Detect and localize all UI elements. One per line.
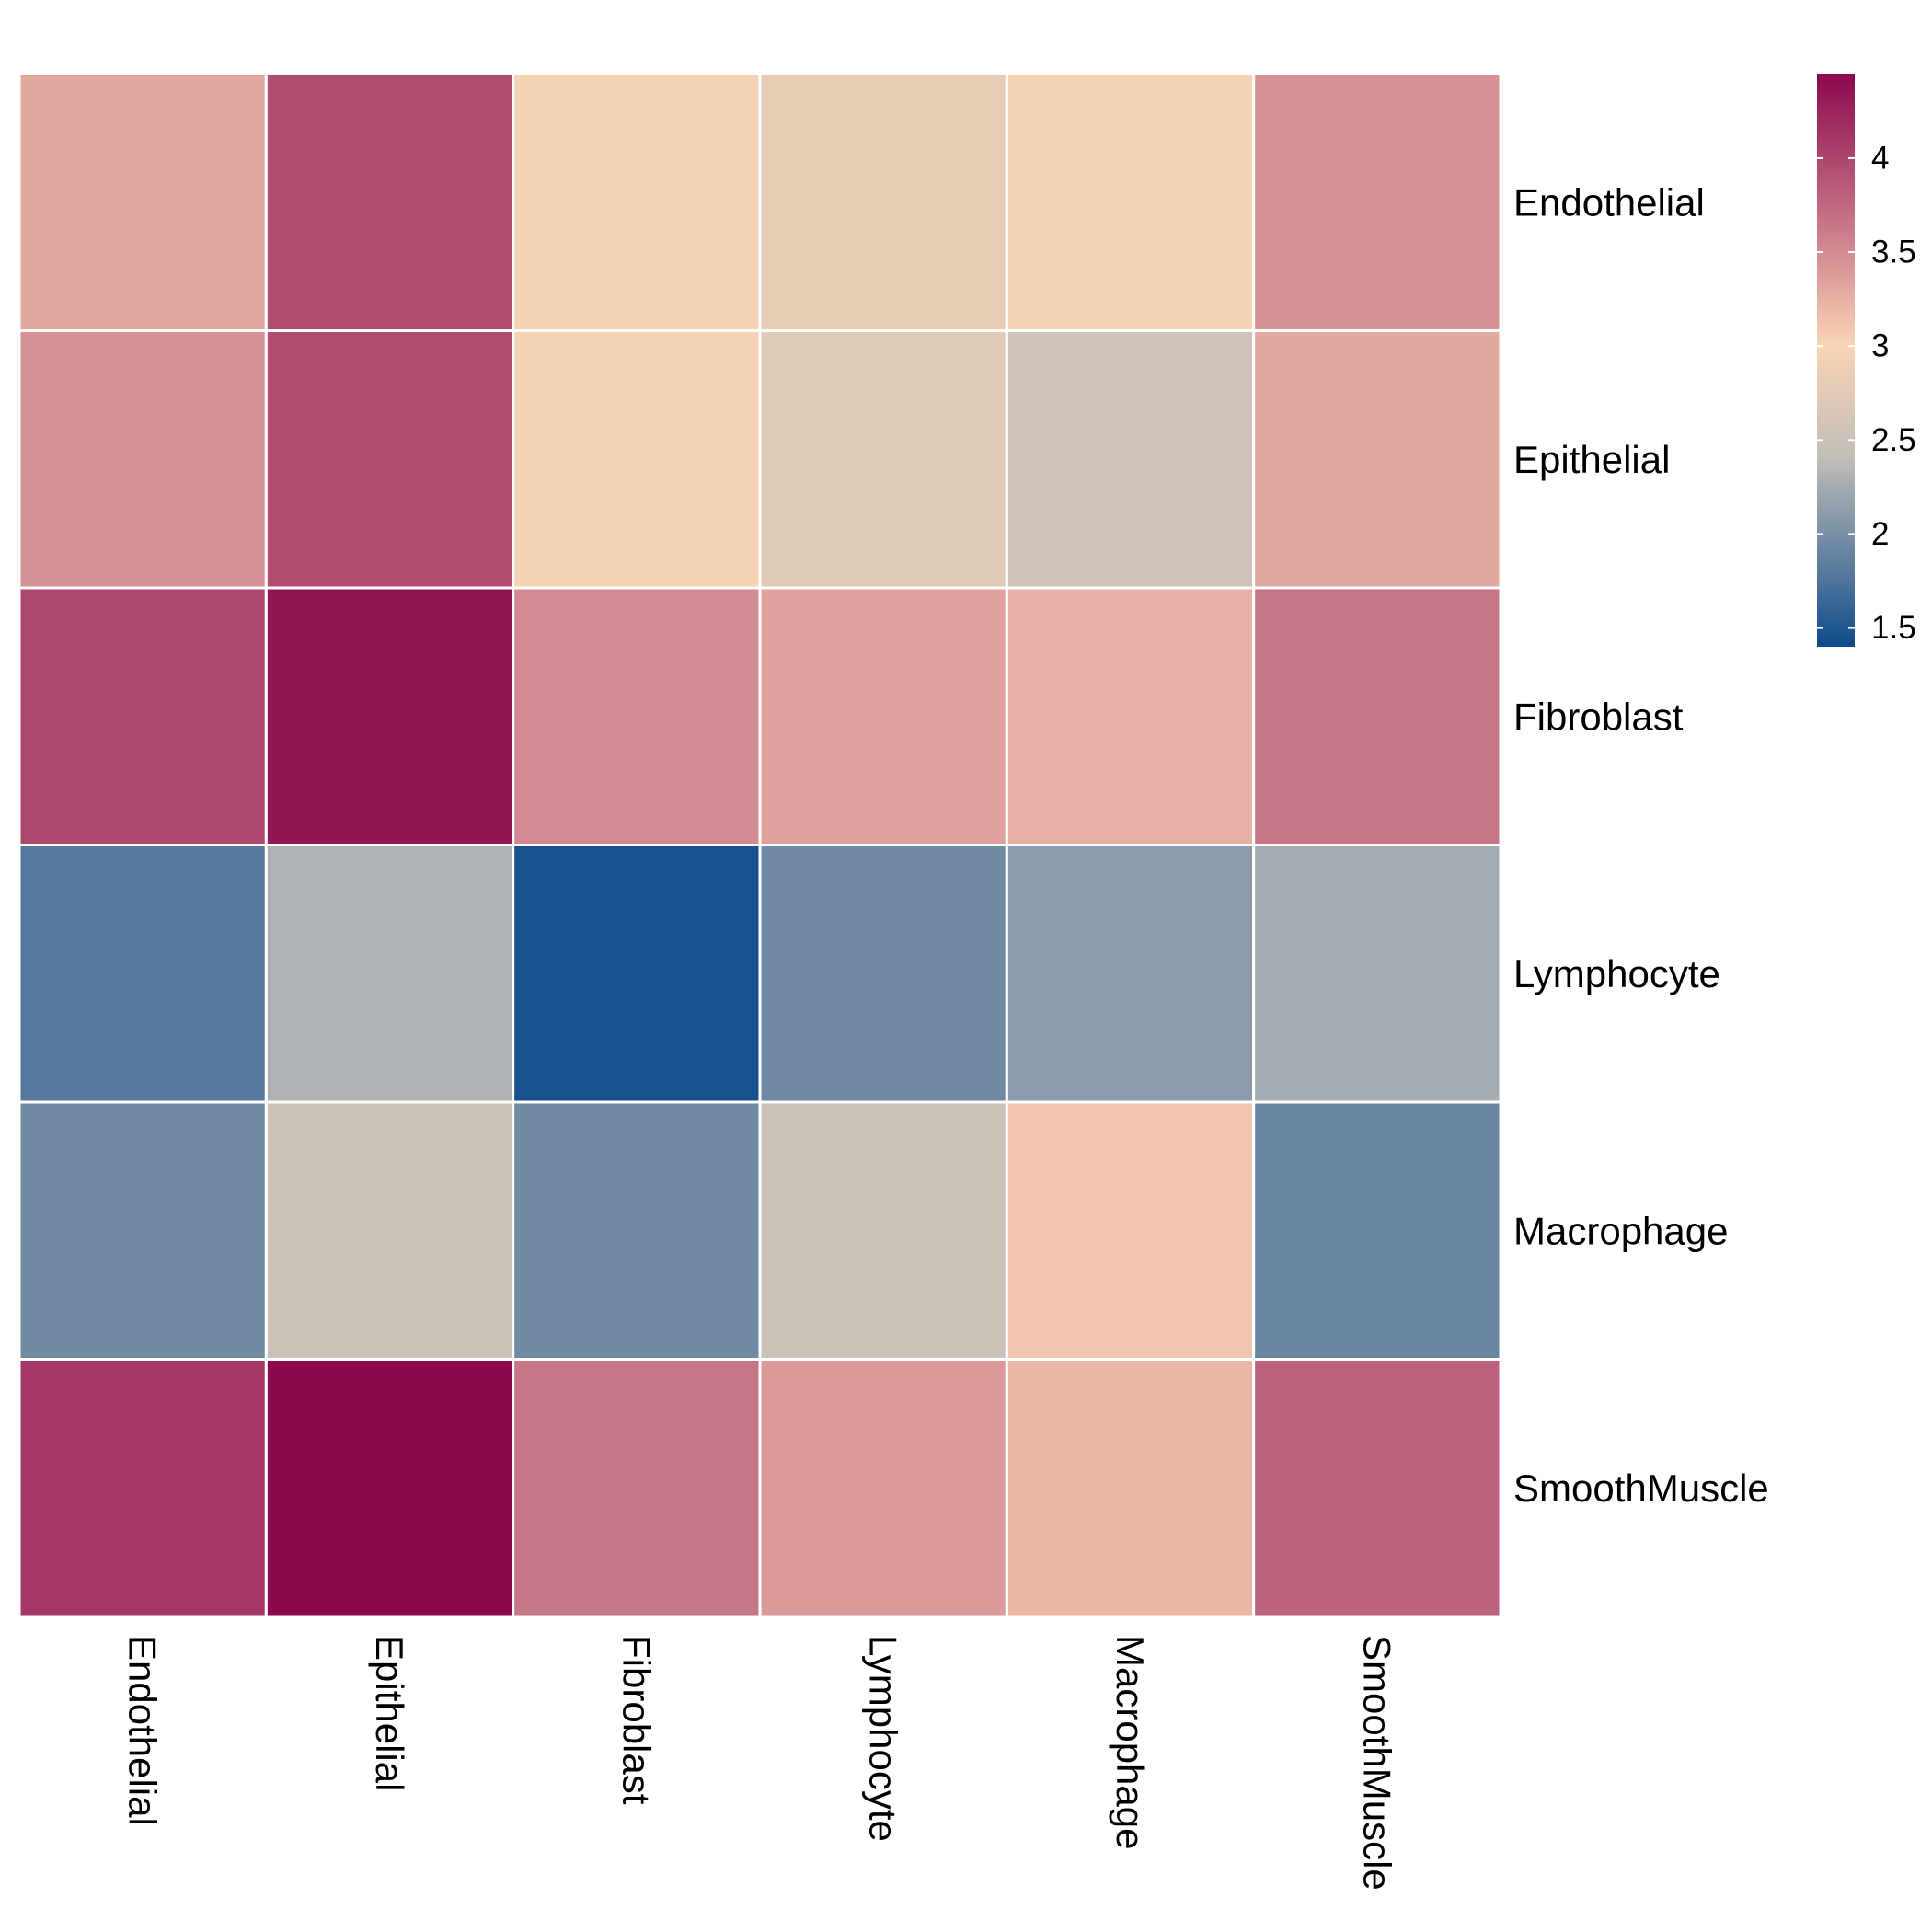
heatmap-cell-smoothmuscle-epithelial bbox=[264, 1358, 515, 1618]
colorbar-tick-label: 1.5 bbox=[1871, 610, 1916, 646]
heatmap-cell-macrophage-epithelial bbox=[264, 1100, 515, 1361]
heatmap-cell-endothelial-epithelial bbox=[264, 72, 515, 332]
column-label-macrophage: Macrophage bbox=[1109, 1635, 1152, 1849]
row-label-endothelial: Endothelial bbox=[1513, 180, 1705, 224]
heatmap-cell-endothelial-fibroblast bbox=[512, 72, 762, 332]
heatmap-cell-lymphocyte-lymphocyte bbox=[758, 844, 1008, 1104]
heatmap-cell-endothelial-endothelial bbox=[17, 72, 268, 332]
column-label-epithelial: Epithelial bbox=[368, 1635, 411, 1791]
heatmap-cell-epithelial-lymphocyte bbox=[758, 329, 1008, 590]
heatmap-cell-fibroblast-smoothmuscle bbox=[1252, 586, 1502, 846]
heatmap-cell-macrophage-endothelial bbox=[17, 1100, 268, 1361]
heatmap-cell-epithelial-fibroblast bbox=[512, 329, 762, 590]
heatmap-cell-fibroblast-endothelial bbox=[17, 586, 268, 846]
colorbar-tick-label: 3 bbox=[1871, 328, 1889, 364]
heatmap-cell-endothelial-macrophage bbox=[1005, 72, 1256, 332]
heatmap-cell-macrophage-lymphocyte bbox=[758, 1100, 1008, 1361]
heatmap-cell-endothelial-lymphocyte bbox=[758, 72, 1008, 332]
column-label-smoothmuscle: SmoothMuscle bbox=[1355, 1635, 1398, 1891]
heatmap-cell-smoothmuscle-smoothmuscle bbox=[1252, 1358, 1502, 1618]
colorbar-tick-label: 4 bbox=[1871, 140, 1889, 176]
row-label-smoothmuscle: SmoothMuscle bbox=[1513, 1466, 1769, 1510]
heatmap-cell-lymphocyte-macrophage bbox=[1005, 844, 1256, 1104]
heatmap-cell-epithelial-macrophage bbox=[1005, 329, 1256, 590]
colorbar-ticks: 1.5 2 2.5 3 3.5 4 bbox=[1817, 140, 1916, 646]
heatmap-cell-macrophage-fibroblast bbox=[512, 1100, 762, 1361]
heatmap-cell-lymphocyte-endothelial bbox=[17, 844, 268, 1104]
column-labels: Endothelial Epithelial Fibroblast Lymphocyt… bbox=[121, 1635, 1399, 1891]
heatmap-cell-smoothmuscle-endothelial bbox=[17, 1358, 268, 1618]
column-label-endothelial: Endothelial bbox=[121, 1635, 165, 1826]
row-label-macrophage: Macrophage bbox=[1513, 1209, 1728, 1252]
column-label-lymphocyte: Lymphocyte bbox=[862, 1635, 905, 1842]
heatmap-cell-lymphocyte-fibroblast bbox=[512, 844, 762, 1104]
colorbar-gradient bbox=[1817, 74, 1855, 647]
heatmap-cell-smoothmuscle-fibroblast bbox=[512, 1358, 762, 1618]
heatmap-cell-smoothmuscle-macrophage bbox=[1005, 1358, 1256, 1618]
colorbar-tick-label: 3.5 bbox=[1871, 235, 1916, 270]
column-label-fibroblast: Fibroblast bbox=[615, 1635, 658, 1805]
heatmap-cell-macrophage-smoothmuscle bbox=[1252, 1100, 1502, 1361]
heatmap-cell-fibroblast-lymphocyte bbox=[758, 586, 1008, 846]
heatmap-cell-fibroblast-macrophage bbox=[1005, 586, 1256, 846]
heatmap-cell-smoothmuscle-lymphocyte bbox=[758, 1358, 1008, 1618]
heatmap-cell-epithelial-epithelial bbox=[264, 329, 515, 590]
colorbar-tick-label: 2 bbox=[1871, 516, 1889, 552]
row-labels: Endothelial Epithelial Fibroblast Lymphocyt… bbox=[1513, 180, 1769, 1510]
heatmap-cell-epithelial-smoothmuscle bbox=[1252, 329, 1502, 590]
row-label-lymphocyte: Lymphocyte bbox=[1513, 952, 1720, 995]
colorbar-tick-label: 2.5 bbox=[1871, 422, 1916, 458]
heatmap-cell-epithelial-endothelial bbox=[17, 329, 268, 590]
heatmap-cell-fibroblast-epithelial bbox=[264, 586, 515, 846]
row-label-fibroblast: Fibroblast bbox=[1513, 695, 1684, 738]
heatmap-cell-fibroblast-fibroblast bbox=[512, 586, 762, 846]
row-label-epithelial: Epithelial bbox=[1513, 438, 1670, 481]
heatmap-cell-lymphocyte-smoothmuscle bbox=[1252, 844, 1502, 1104]
heatmap-cell-endothelial-smoothmuscle bbox=[1252, 72, 1502, 332]
heatmap-cell-macrophage-macrophage bbox=[1005, 1100, 1256, 1361]
heatmap-cell-lymphocyte-epithelial bbox=[264, 844, 515, 1104]
colorbar: 1.5 2 2.5 3 3.5 4 bbox=[1817, 74, 1916, 647]
heatmap-cells bbox=[17, 72, 1502, 1618]
